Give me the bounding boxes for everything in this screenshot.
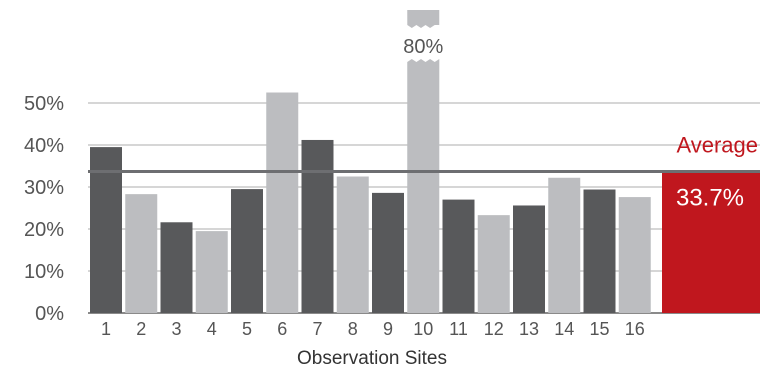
x-tick-label: 4	[207, 319, 217, 339]
bar-data-label: 80%	[403, 36, 443, 58]
x-tick-label: 12	[484, 319, 504, 339]
bar	[231, 189, 263, 313]
bars: 80%	[90, 10, 651, 313]
bar	[266, 92, 299, 313]
bar	[548, 177, 581, 313]
x-tick-label: 11	[449, 319, 468, 339]
y-tick-label: 50%	[24, 93, 64, 115]
x-tick-label: 2	[136, 319, 146, 339]
x-tick-label: 7	[312, 319, 322, 339]
x-tick-label: 9	[383, 319, 393, 339]
x-axis-title: Observation Sites	[297, 348, 447, 369]
x-tick-label: 8	[348, 319, 358, 339]
y-tick-label: 20%	[24, 219, 64, 241]
bar	[90, 147, 122, 313]
bar	[336, 176, 369, 313]
bar	[583, 189, 616, 313]
x-tick-label: 6	[277, 319, 287, 339]
average-group: Average 33.7%	[88, 132, 760, 313]
bar	[160, 222, 193, 313]
bar	[407, 59, 440, 313]
average-label: Average	[676, 132, 758, 157]
y-tick-label: 0%	[35, 303, 64, 325]
average-value: 33.7%	[676, 184, 744, 211]
bar	[618, 197, 651, 313]
bar	[477, 215, 510, 313]
y-tick-label: 10%	[24, 261, 64, 283]
y-tick-label: 30%	[24, 177, 64, 199]
x-tick-label: 10	[413, 319, 433, 339]
bar	[125, 194, 158, 313]
x-tick-label: 1	[101, 319, 111, 339]
bar-break-stub	[407, 10, 440, 28]
x-tick-label: 14	[554, 319, 574, 339]
x-axis: 1 2 3 4 5 6 7 8 9 10 11 12 13 14 15 16	[101, 319, 645, 339]
bar	[195, 231, 228, 313]
x-tick-label: 13	[519, 319, 539, 339]
y-tick-label: 40%	[24, 135, 64, 157]
bar	[513, 205, 545, 313]
x-tick-label: 16	[625, 319, 645, 339]
average-box	[662, 171, 760, 313]
x-tick-label: 15	[589, 319, 609, 339]
bar	[442, 199, 475, 313]
x-tick-label: 3	[171, 319, 181, 339]
bar	[301, 139, 334, 313]
y-axis: 0% 10% 20% 30% 40% 50%	[24, 93, 64, 325]
bar	[372, 192, 404, 313]
x-tick-label: 5	[242, 319, 252, 339]
